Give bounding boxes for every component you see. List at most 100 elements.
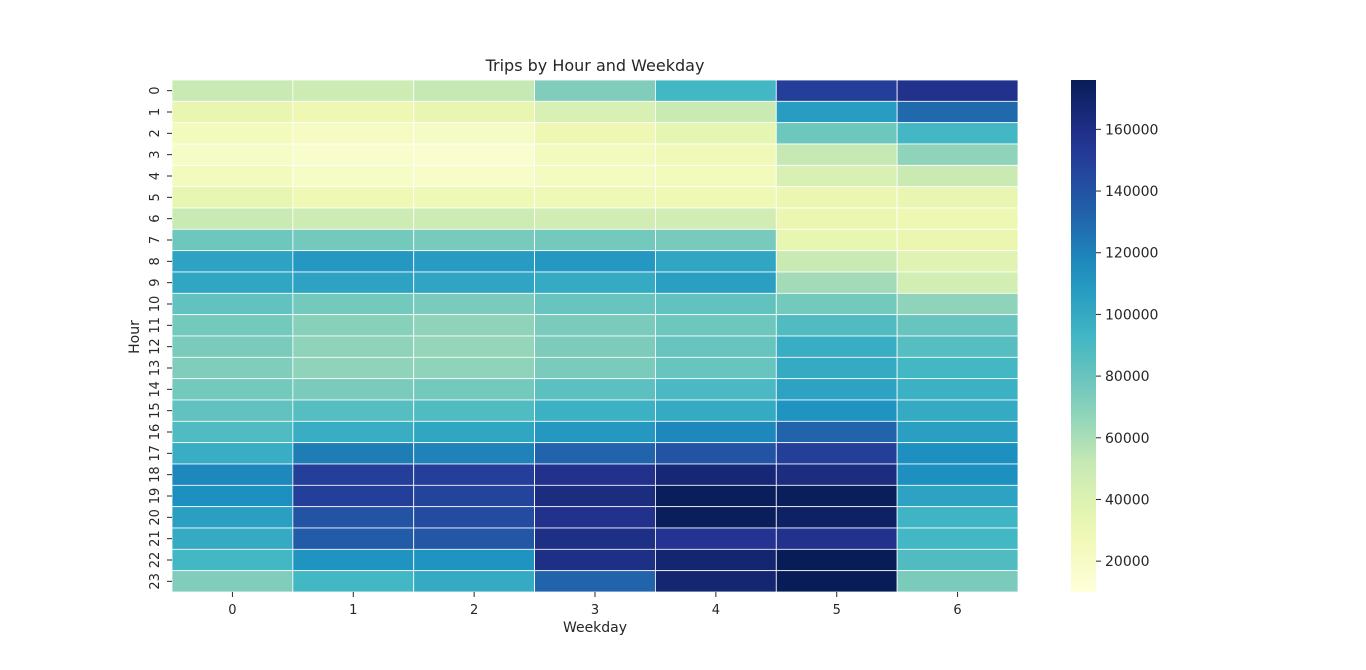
x-tick-label: 6 bbox=[953, 603, 961, 618]
y-tick-label: 3 bbox=[148, 151, 163, 159]
heatmap-cell bbox=[896, 506, 1019, 529]
heatmap-cell bbox=[292, 548, 415, 572]
heatmap-cell bbox=[655, 207, 777, 230]
heatmap-cell bbox=[775, 314, 898, 337]
heatmap-cell bbox=[292, 292, 415, 316]
heatmap-cell bbox=[171, 79, 294, 102]
heatmap-cell bbox=[292, 420, 415, 444]
heatmap-cell bbox=[775, 442, 898, 465]
y-tick-label: 6 bbox=[148, 215, 163, 223]
heatmap-cell bbox=[171, 463, 294, 486]
chart-title: Trips by Hour and Weekday bbox=[485, 56, 705, 75]
heatmap-cell bbox=[413, 378, 535, 401]
y-tick-label: 0 bbox=[148, 87, 163, 95]
heatmap-cell bbox=[534, 164, 656, 188]
heatmap-cell bbox=[655, 399, 777, 422]
y-tick-label: 19 bbox=[148, 488, 163, 505]
x-tick-label: 3 bbox=[591, 603, 599, 618]
heatmap-cell bbox=[413, 335, 535, 358]
heatmap-cell bbox=[413, 228, 535, 252]
heatmap-cell bbox=[896, 186, 1019, 209]
heatmap-cell bbox=[534, 484, 656, 508]
y-tick-label: 18 bbox=[148, 466, 163, 483]
heatmap-cell bbox=[775, 250, 898, 273]
heatmap-cell bbox=[171, 271, 294, 294]
heatmap-cell bbox=[655, 228, 777, 252]
heatmap-cell bbox=[775, 292, 898, 316]
heatmap-cell bbox=[171, 420, 294, 444]
heatmap-cell bbox=[171, 207, 294, 230]
heatmap-cell bbox=[896, 100, 1019, 124]
heatmap-cell bbox=[413, 420, 535, 444]
heatmap-cell bbox=[413, 442, 535, 465]
heatmap-cell bbox=[413, 271, 535, 294]
heatmap-cell bbox=[896, 442, 1019, 465]
x-axis-label: Weekday bbox=[563, 620, 627, 636]
heatmap-cell bbox=[655, 570, 777, 593]
x-axis-ticks: 0 1 2 3 4 5 6 bbox=[228, 592, 962, 618]
heatmap-cell bbox=[413, 250, 535, 273]
colorbar-tick-label: 140000 bbox=[1105, 184, 1158, 200]
y-tick-label: 8 bbox=[148, 257, 163, 265]
heatmap-cell bbox=[775, 527, 898, 550]
heatmap-cell bbox=[655, 378, 777, 401]
y-tick-label: 7 bbox=[148, 236, 163, 244]
heatmap-cell bbox=[171, 442, 294, 465]
heatmap-cell bbox=[171, 122, 294, 145]
heatmap-cell bbox=[655, 506, 777, 529]
heatmap-cell bbox=[896, 292, 1019, 316]
colorbar-tick-label: 20000 bbox=[1105, 554, 1150, 570]
heatmap-cell bbox=[534, 506, 656, 529]
heatmap-cell bbox=[292, 335, 415, 358]
heatmap-cell bbox=[292, 527, 415, 550]
heatmap-cell bbox=[775, 228, 898, 252]
heatmap-cell bbox=[292, 506, 415, 529]
heatmap-cell bbox=[171, 164, 294, 188]
heatmap-cell bbox=[413, 207, 535, 230]
colorbar-tick-label: 100000 bbox=[1105, 307, 1158, 323]
heatmap-cell bbox=[534, 378, 656, 401]
heatmap-cell bbox=[655, 292, 777, 316]
heatmap-cell bbox=[534, 548, 656, 572]
heatmap-cell bbox=[775, 143, 898, 166]
heatmap-cell bbox=[534, 79, 656, 102]
heatmap-cell bbox=[534, 186, 656, 209]
heatmap-cell bbox=[896, 271, 1019, 294]
heatmap-cell bbox=[775, 356, 898, 380]
heatmap-cell bbox=[292, 122, 415, 145]
heatmap-cell bbox=[413, 527, 535, 550]
heatmap-cell bbox=[171, 100, 294, 124]
heatmap-cell bbox=[292, 228, 415, 252]
colorbar: 20000 40000 60000 80000 100000 120000 140000 16… bbox=[1071, 80, 1158, 592]
heatmap-cell bbox=[413, 463, 535, 486]
heatmap-cell bbox=[534, 399, 656, 422]
heatmap-cell bbox=[534, 420, 656, 444]
heatmap-cell bbox=[171, 570, 294, 593]
y-tick-label: 5 bbox=[148, 193, 163, 201]
heatmap-cell bbox=[292, 378, 415, 401]
heatmap-cell bbox=[896, 378, 1019, 401]
heatmap-cell bbox=[413, 314, 535, 337]
heatmap-cell bbox=[171, 335, 294, 358]
heatmap-cell bbox=[896, 164, 1019, 188]
heatmap-cell bbox=[413, 399, 535, 422]
heatmap-cell bbox=[775, 335, 898, 358]
heatmap-cell bbox=[292, 100, 415, 124]
heatmap-cell bbox=[171, 356, 294, 380]
heatmap-cell bbox=[292, 314, 415, 337]
heatmap-cell bbox=[413, 484, 535, 508]
heatmap-cell bbox=[896, 143, 1019, 166]
heatmap-cell bbox=[896, 79, 1019, 102]
heatmap-cell bbox=[655, 100, 777, 124]
heatmap-cell bbox=[292, 356, 415, 380]
colorbar-tick-label: 160000 bbox=[1105, 122, 1158, 138]
x-tick-label: 5 bbox=[833, 603, 841, 618]
heatmap-cell bbox=[534, 570, 656, 593]
colorbar-tick-label: 60000 bbox=[1105, 431, 1150, 447]
heatmap-cell bbox=[534, 143, 656, 166]
heatmap-cell bbox=[292, 79, 415, 102]
heatmap-cell bbox=[775, 506, 898, 529]
colorbar-gradient bbox=[1071, 80, 1096, 592]
heatmap-cells bbox=[171, 79, 1019, 593]
